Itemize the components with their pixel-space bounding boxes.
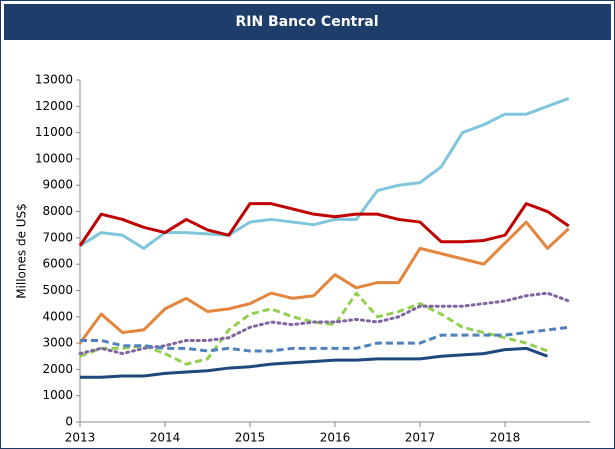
y-tick-label: 11000 bbox=[35, 125, 73, 139]
x-tick-label: 2015 bbox=[235, 431, 266, 445]
y-tick-label: 4000 bbox=[42, 309, 73, 323]
x-tick-label: 2014 bbox=[150, 431, 181, 445]
chart-title: RIN Banco Central bbox=[235, 14, 378, 30]
y-tick-label: 6000 bbox=[42, 257, 73, 271]
y-tick-label: 0 bbox=[65, 415, 73, 429]
y-tick-label: 8000 bbox=[42, 204, 73, 218]
y-tick-label: 7000 bbox=[42, 230, 73, 244]
x-tick-label: 2013 bbox=[65, 431, 96, 445]
y-tick-label: 10000 bbox=[35, 151, 73, 165]
y-tick-label: 9000 bbox=[42, 178, 73, 192]
x-tick-label: 2018 bbox=[490, 431, 521, 445]
series-line bbox=[79, 97, 570, 250]
y-tick-label: 1000 bbox=[42, 388, 73, 402]
x-tick-label: 2016 bbox=[320, 431, 351, 445]
y-tick-label: 12000 bbox=[35, 99, 73, 113]
series-line bbox=[78, 291, 571, 356]
y-tick-label: 13000 bbox=[35, 73, 73, 87]
y-tick-label: 5000 bbox=[42, 283, 73, 297]
series-line bbox=[79, 291, 549, 366]
series-line bbox=[80, 325, 569, 353]
y-axis-label: Millones de US$ bbox=[15, 203, 29, 299]
series-line bbox=[78, 202, 570, 247]
title-bar bbox=[4, 4, 611, 40]
y-tick-label: 2000 bbox=[42, 362, 73, 376]
x-tick-label: 2017 bbox=[405, 431, 436, 445]
series-line bbox=[78, 220, 570, 344]
series-line bbox=[80, 346, 549, 379]
y-tick-label: 3000 bbox=[42, 336, 73, 350]
